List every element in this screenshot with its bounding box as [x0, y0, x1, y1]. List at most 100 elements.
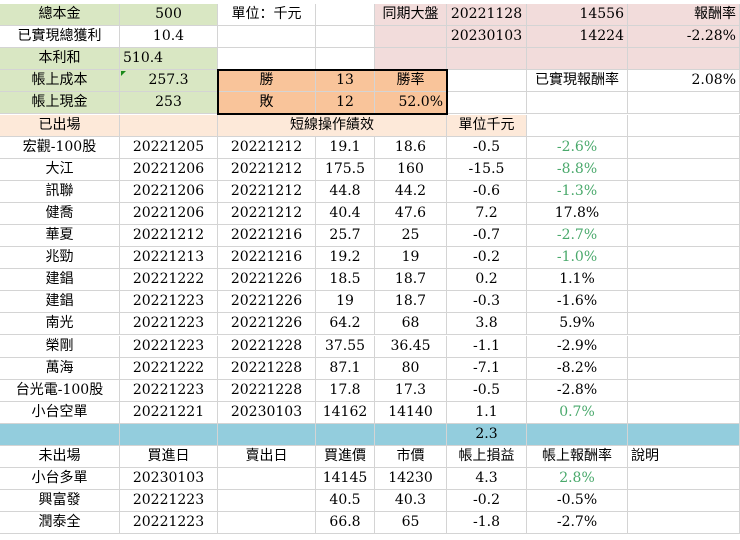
win-rate-label[interactable]: 勝率 [375, 70, 447, 92]
cell[interactable] [218, 48, 316, 70]
book-cash-label[interactable]: 帳上現金 [0, 92, 120, 114]
cell[interactable] [120, 424, 218, 446]
closed-row-8-col-5[interactable]: 3.8 [447, 313, 527, 335]
closed-row-1-col-0[interactable]: 大江 [0, 159, 120, 181]
closed-row-1-col-6[interactable]: -8.8% [527, 159, 628, 181]
closed-row-5-col-3[interactable]: 19.2 [316, 247, 375, 269]
open-row-2-col-0[interactable]: 潤泰全 [0, 512, 120, 534]
closed-row-4-col-4[interactable]: 25 [375, 225, 447, 247]
closed-row-11-col-6[interactable]: -2.8% [527, 380, 628, 402]
closed-row-0-col-3[interactable]: 19.1 [316, 137, 375, 159]
open-row-0-col-1[interactable]: 20230103 [120, 468, 218, 490]
closed-row-3-col-4[interactable]: 47.6 [375, 203, 447, 225]
closed-row-4-col-3[interactable]: 25.7 [316, 225, 375, 247]
total-capital-label[interactable]: 總本金 [0, 4, 120, 26]
closed-row-9-col-5[interactable]: -1.1 [447, 336, 527, 358]
closed-row-1-col-3[interactable]: 175.5 [316, 159, 375, 181]
closed-row-12-col-2[interactable]: 20230103 [218, 402, 316, 424]
closed-row-1-col-2[interactable]: 20221212 [218, 159, 316, 181]
loss-label[interactable]: 敗 [218, 92, 316, 114]
open-row-2-col-6[interactable]: -2.7% [527, 512, 628, 534]
cell[interactable] [628, 137, 740, 159]
closed-row-5-col-0[interactable]: 兆勁 [0, 247, 120, 269]
principal-sum-value[interactable]: 510.4 [120, 48, 218, 70]
realized-return-value[interactable]: 2.08% [628, 70, 740, 92]
closed-row-2-col-3[interactable]: 44.8 [316, 181, 375, 203]
cell[interactable] [447, 92, 527, 114]
open-row-0-col-0[interactable]: 小台多單 [0, 468, 120, 490]
closed-row-0-col-1[interactable]: 20221205 [120, 137, 218, 159]
closed-row-9-col-0[interactable]: 榮剛 [0, 336, 120, 358]
open-header-5[interactable]: 帳上損益 [447, 446, 527, 468]
open-header-0[interactable]: 未出場 [0, 446, 120, 468]
closed-title[interactable]: 短線操作績效 [218, 115, 447, 137]
closed-row-12-col-1[interactable]: 20221221 [120, 402, 218, 424]
open-row-1-col-3[interactable]: 40.5 [316, 490, 375, 512]
closed-row-5-col-5[interactable]: -0.2 [447, 247, 527, 269]
closed-row-6-col-2[interactable]: 20221226 [218, 269, 316, 291]
closed-row-5-col-6[interactable]: -1.0% [527, 247, 628, 269]
open-header-3[interactable]: 買進價 [316, 446, 375, 468]
open-row-1-col-0[interactable]: 興富發 [0, 490, 120, 512]
closed-row-2-col-2[interactable]: 20221212 [218, 181, 316, 203]
closed-row-11-col-1[interactable]: 20221223 [120, 380, 218, 402]
open-row-1-col-2[interactable] [218, 490, 316, 512]
cell[interactable] [628, 380, 740, 402]
closed-row-8-col-2[interactable]: 20221226 [218, 313, 316, 335]
closed-row-8-col-3[interactable]: 64.2 [316, 313, 375, 335]
closed-row-8-col-0[interactable]: 南光 [0, 313, 120, 335]
cell[interactable] [527, 115, 628, 137]
closed-row-7-col-1[interactable]: 20221223 [120, 291, 218, 313]
win-label[interactable]: 勝 [218, 70, 316, 92]
total-capital-value[interactable]: 500 [120, 4, 218, 26]
closed-row-0-col-6[interactable]: -2.6% [527, 137, 628, 159]
cell[interactable] [120, 115, 218, 137]
market-return-label[interactable]: 報酬率 [628, 4, 740, 26]
open-row-1-col-6[interactable]: -0.5% [527, 490, 628, 512]
closed-row-5-col-2[interactable]: 20221216 [218, 247, 316, 269]
closed-row-4-col-6[interactable]: -2.7% [527, 225, 628, 247]
closed-row-11-col-3[interactable]: 17.8 [316, 380, 375, 402]
closed-row-12-col-6[interactable]: 0.7% [527, 402, 628, 424]
closed-row-9-col-2[interactable]: 20221228 [218, 336, 316, 358]
cell[interactable] [316, 4, 375, 26]
cell[interactable] [628, 159, 740, 181]
closed-row-4-col-2[interactable]: 20221216 [218, 225, 316, 247]
closed-row-12-col-0[interactable]: 小台空單 [0, 402, 120, 424]
open-header-1[interactable]: 買進日 [120, 446, 218, 468]
cell[interactable] [375, 26, 447, 48]
loss-count[interactable]: 12 [316, 92, 375, 114]
closed-row-9-col-4[interactable]: 36.45 [375, 336, 447, 358]
market-value-1[interactable]: 14556 [527, 4, 628, 26]
cell[interactable] [628, 358, 740, 380]
cell[interactable] [628, 291, 740, 313]
closed-row-2-col-4[interactable]: 44.2 [375, 181, 447, 203]
market-label[interactable]: 同期大盤 [375, 4, 447, 26]
open-row-1-col-5[interactable]: -0.2 [447, 490, 527, 512]
win-rate-value[interactable]: 52.0% [375, 92, 447, 114]
closed-row-0-col-2[interactable]: 20221212 [218, 137, 316, 159]
closed-row-4-col-1[interactable]: 20221212 [120, 225, 218, 247]
closed-row-10-col-4[interactable]: 80 [375, 358, 447, 380]
open-row-0-col-3[interactable]: 14145 [316, 468, 375, 490]
cell[interactable] [628, 181, 740, 203]
closed-row-3-col-0[interactable]: 健喬 [0, 203, 120, 225]
open-row-2-col-5[interactable]: -1.8 [447, 512, 527, 534]
market-value-2[interactable]: 14224 [527, 26, 628, 48]
cell[interactable] [375, 48, 447, 70]
closed-row-9-col-6[interactable]: -2.9% [527, 336, 628, 358]
cell[interactable] [316, 26, 375, 48]
open-row-0-col-6[interactable]: 2.8% [527, 468, 628, 490]
closed-row-1-col-4[interactable]: 160 [375, 159, 447, 181]
closed-row-7-col-2[interactable]: 20221226 [218, 291, 316, 313]
open-header-6[interactable]: 帳上報酬率 [527, 446, 628, 468]
closed-row-7-col-3[interactable]: 19 [316, 291, 375, 313]
cell[interactable] [0, 424, 120, 446]
book-cash-value[interactable]: 253 [120, 92, 218, 114]
open-row-0-col-4[interactable]: 14230 [375, 468, 447, 490]
open-row-2-col-7[interactable] [628, 512, 740, 534]
open-row-0-col-2[interactable] [218, 468, 316, 490]
closed-row-3-col-6[interactable]: 17.8% [527, 203, 628, 225]
closed-row-10-col-0[interactable]: 萬海 [0, 358, 120, 380]
open-row-0-col-5[interactable]: 4.3 [447, 468, 527, 490]
